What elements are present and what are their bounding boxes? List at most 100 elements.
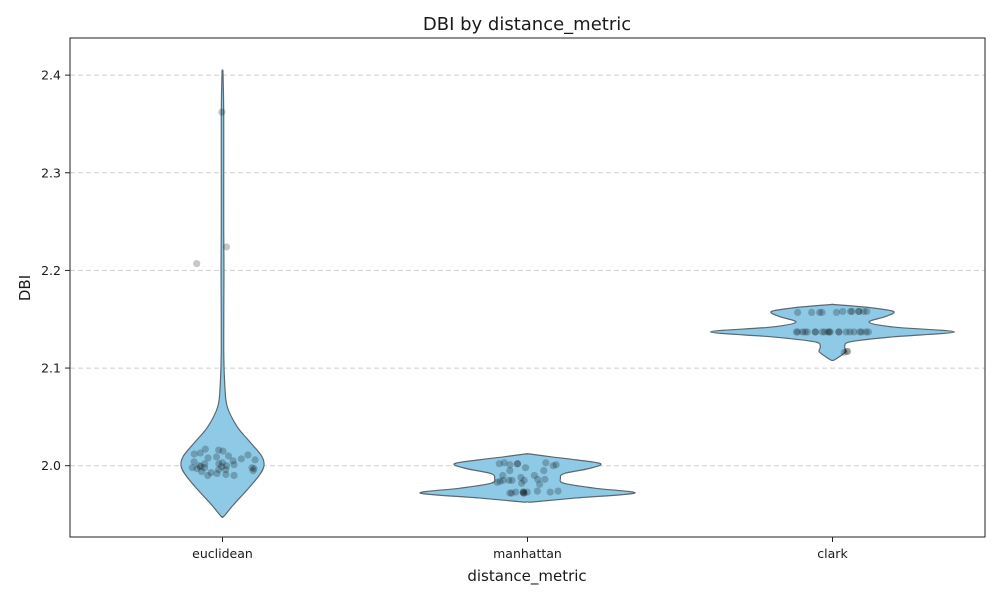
data-point (506, 489, 514, 497)
data-point (222, 243, 231, 251)
gridlines (70, 74, 985, 467)
data-point (224, 452, 233, 460)
data-point (496, 477, 504, 485)
data-point (506, 467, 514, 475)
data-point (801, 328, 809, 336)
x-tick-label: manhattan (493, 546, 562, 561)
data-point (552, 461, 560, 469)
data-point (213, 469, 221, 478)
data-point (215, 446, 223, 454)
data-point (195, 462, 204, 470)
data-point (215, 460, 223, 468)
data-point (201, 445, 209, 453)
data-point (193, 465, 201, 473)
data-point (250, 465, 258, 473)
data-point (835, 328, 843, 336)
data-point (218, 108, 226, 116)
violin-clark (709, 303, 956, 362)
data-point (508, 476, 516, 484)
data-point (188, 464, 196, 472)
data-point (794, 308, 802, 316)
data-point (848, 307, 856, 316)
data-point (505, 476, 513, 484)
data-point (519, 489, 528, 497)
data-point (519, 488, 528, 496)
violin-manhattan (419, 453, 636, 503)
data-point (798, 328, 807, 336)
data-point (229, 457, 237, 465)
data-point (193, 259, 201, 268)
data-point (513, 460, 522, 468)
data-points (188, 108, 873, 497)
data-point (534, 475, 542, 483)
data-point (808, 308, 816, 316)
data-point (554, 487, 562, 495)
data-point (506, 461, 514, 469)
data-point (204, 454, 212, 462)
y-tick-label: 2.2 (41, 263, 61, 278)
data-point (839, 307, 847, 316)
data-point (541, 475, 549, 483)
data-point (832, 308, 841, 316)
data-point (803, 328, 811, 336)
data-point (864, 328, 873, 336)
data-point (499, 476, 507, 484)
data-point (540, 467, 548, 475)
data-point (520, 489, 528, 497)
data-point (855, 307, 863, 316)
data-point (856, 328, 864, 336)
chart-title: DBI by distance_metric (423, 14, 631, 35)
y-axis-label: DBI (16, 275, 34, 301)
data-point (826, 328, 834, 336)
x-tick-label: clark (817, 546, 848, 561)
data-point (536, 480, 544, 488)
x-axis-label: distance_metric (467, 567, 586, 586)
data-point (546, 488, 554, 496)
data-point (811, 328, 820, 336)
data-point (840, 348, 848, 357)
data-point (518, 479, 526, 487)
data-point (863, 307, 871, 316)
data-point (523, 488, 531, 496)
data-point (513, 460, 522, 468)
violins (180, 69, 956, 518)
y-tick-label: 2.0 (41, 458, 61, 473)
violin-euclidean (180, 69, 265, 518)
data-point (198, 467, 206, 476)
data-point (818, 328, 826, 336)
x-tick-label: euclidean (192, 546, 253, 561)
data-point (860, 307, 868, 316)
data-point (499, 471, 507, 480)
data-point (222, 466, 230, 474)
data-point (493, 478, 501, 486)
data-point (249, 467, 257, 475)
data-point (517, 473, 525, 482)
data-point (850, 328, 858, 336)
data-point (212, 453, 221, 461)
data-point (794, 328, 802, 336)
data-point (825, 328, 833, 336)
data-point (857, 328, 866, 336)
data-point (533, 487, 541, 495)
data-point (846, 328, 854, 336)
data-point (824, 328, 832, 336)
data-point (218, 459, 226, 467)
x-axis-ticks: euclidean manhattan clark (192, 537, 848, 561)
data-point (508, 489, 516, 497)
data-point (542, 459, 550, 467)
data-point (811, 328, 819, 336)
data-point (512, 488, 520, 496)
data-point (200, 464, 209, 472)
data-point (500, 459, 508, 467)
data-point (197, 463, 205, 471)
data-point (248, 464, 256, 472)
data-point (815, 308, 824, 316)
data-point (521, 464, 530, 472)
data-point (818, 308, 826, 316)
data-point (190, 458, 198, 466)
y-axis-ticks: 2.0 2.1 2.2 2.3 2.4 (41, 68, 70, 473)
data-point (207, 468, 215, 477)
data-point (843, 347, 851, 356)
data-point (230, 471, 238, 480)
